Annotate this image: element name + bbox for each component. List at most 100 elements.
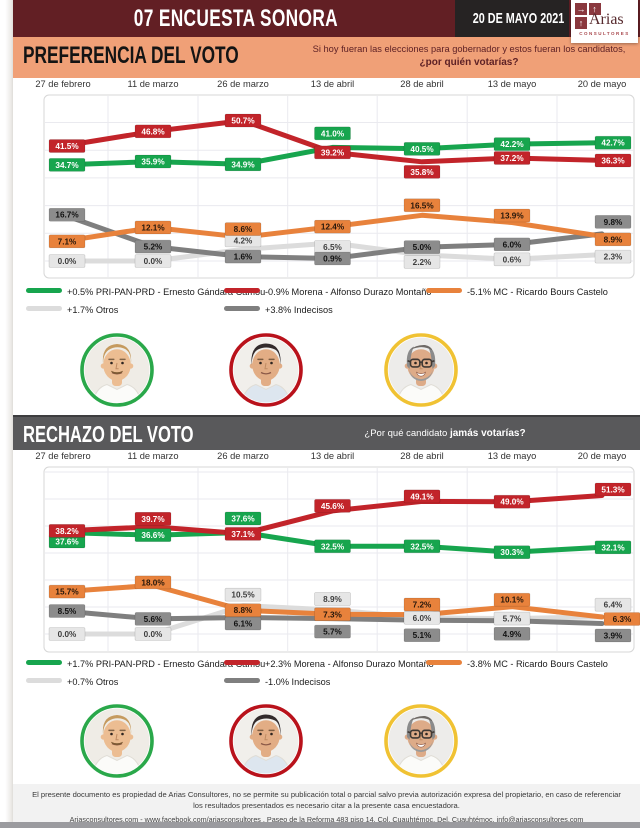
footer: El presente documento es propiedad de Ar… <box>13 784 640 824</box>
value-label-box-otros <box>48 627 86 641</box>
value-label-otros: 2.2% <box>413 258 432 267</box>
value-label-box-indecisos <box>48 207 86 222</box>
value-label-morena: 39.2% <box>321 148 345 157</box>
x-axis-label: 13 de abril <box>310 79 355 89</box>
legend-label-morena: +2.3% Morena - Alfonso Durazo Montaño <box>265 659 434 669</box>
preferencia-band: PREFERENCIA DEL VOTO Si hoy fueran las e… <box>13 37 640 78</box>
value-label-otros: 10.5% <box>231 591 255 600</box>
value-label-box-pri-pan-prd <box>403 142 441 156</box>
value-label-morena: 37.2% <box>500 154 524 163</box>
value-label-box-mc <box>314 219 351 234</box>
legend-item-pri-pan-prd: +1.7% PRI-PAN-PRD - Ernesto Gándara Camo… <box>26 659 265 669</box>
rechazo-question: ¿Por qué candidato jamás votarías? <box>295 428 595 439</box>
value-label-morena: 51.3% <box>601 485 625 494</box>
value-label-box-mc <box>493 592 531 607</box>
value-label-indecisos: 5.1% <box>413 631 432 640</box>
value-label-mc: 7.2% <box>413 601 432 610</box>
value-label-box-indecisos <box>224 616 262 631</box>
section-title-preferencia: PREFERENCIA DEL VOTO <box>23 42 239 69</box>
value-label-box-indecisos <box>403 628 441 643</box>
value-label-box-pri-pan-prd <box>594 135 632 150</box>
value-label-morena: 35.8% <box>410 168 434 177</box>
value-label-box-mc <box>48 584 86 599</box>
legend-swatch-indecisos <box>224 306 260 311</box>
legend-label-otros: +0.7% Otros <box>67 677 119 687</box>
legend-label-pri-pan-prd: +0.5% PRI-PAN-PRD - Ernesto Gándara Camo… <box>67 287 266 297</box>
value-label-box-otros <box>134 254 172 268</box>
logo-arrow-right-icon: → <box>575 3 587 15</box>
legend-item-morena: -0.9% Morena - Alfonso Durazo Montaño <box>224 287 431 297</box>
value-label-indecisos: 4.9% <box>503 630 522 639</box>
value-label-otros: 0.0% <box>58 257 77 266</box>
x-axis-label: 28 de abril <box>400 451 444 461</box>
legend-label-morena: -0.9% Morena - Alfonso Durazo Montaño <box>265 287 432 297</box>
legend-swatch-pri-pan-prd <box>26 288 62 293</box>
value-label-indecisos: 8.5% <box>58 607 77 616</box>
value-label-box-indecisos <box>48 604 86 618</box>
value-label-morena: 49.1% <box>410 492 434 501</box>
candidate-photo-bours <box>383 703 459 779</box>
legend-swatch-morena <box>224 288 260 293</box>
value-label-box-morena <box>48 524 86 538</box>
value-label-otros: 0.0% <box>144 630 163 639</box>
value-label-box-indecisos <box>493 626 531 641</box>
value-label-box-otros <box>594 249 632 264</box>
value-label-pri-pan-prd: 35.9% <box>141 158 165 167</box>
value-label-mc: 12.4% <box>321 223 345 232</box>
rechazo-band: RECHAZO DEL VOTO ¿Por qué candidato jamá… <box>13 415 640 450</box>
value-label-mc: 7.3% <box>323 610 342 619</box>
value-label-mc: 8.8% <box>234 606 253 615</box>
value-label-box-indecisos <box>493 237 531 252</box>
value-label-box-mc <box>134 575 172 590</box>
value-label-pri-pan-prd: 42.7% <box>601 139 625 148</box>
value-label-box-morena <box>493 494 531 509</box>
value-label-otros: 6.4% <box>604 601 623 610</box>
value-label-box-indecisos <box>594 628 632 643</box>
x-axis-label: 28 de abril <box>400 79 444 89</box>
x-axis-label: 13 de mayo <box>487 79 537 89</box>
legend-item-morena: +2.3% Morena - Alfonso Durazo Montaño <box>224 659 434 669</box>
value-label-box-mc <box>224 603 262 618</box>
value-label-indecisos: 5.6% <box>144 615 163 624</box>
legend-label-mc: -5.1% MC - Ricardo Bours Castelo <box>467 287 608 297</box>
value-label-otros: 0.0% <box>58 630 77 639</box>
date-badge: 20 DE MAYO 2021 <box>455 0 569 37</box>
value-label-morena: 45.6% <box>321 502 345 511</box>
value-label-box-morena <box>493 151 531 165</box>
value-label-box-mc <box>224 222 262 236</box>
value-label-pri-pan-prd: 34.7% <box>55 161 79 170</box>
x-axis-label: 27 de febrero <box>35 451 91 461</box>
value-label-box-mc <box>493 208 531 223</box>
value-label-box-pri-pan-prd <box>594 540 632 555</box>
value-label-morena: 38.2% <box>55 527 79 536</box>
value-label-otros: 0.0% <box>144 257 163 266</box>
value-label-indecisos: 5.2% <box>144 243 163 252</box>
x-axis-label: 13 de mayo <box>487 451 537 461</box>
legend-swatch-otros <box>26 306 62 311</box>
x-axis-label: 11 de marzo <box>127 451 179 461</box>
value-label-morena: 37.1% <box>231 530 255 539</box>
value-label-mc: 12.1% <box>141 223 165 232</box>
value-label-indecisos: 1.6% <box>234 253 253 262</box>
legend-swatch-otros <box>26 678 62 683</box>
value-label-pri-pan-prd: 32.1% <box>601 543 625 552</box>
value-label-morena: 46.8% <box>141 127 165 136</box>
value-label-otros: 0.6% <box>503 255 522 264</box>
value-label-box-otros <box>493 611 531 626</box>
x-axis-label: 26 de marzo <box>217 451 269 461</box>
value-label-box-mc <box>48 234 86 249</box>
value-label-box-morena <box>314 499 351 513</box>
legend-item-mc: -5.1% MC - Ricardo Bours Castelo <box>426 287 608 297</box>
value-label-box-morena <box>403 165 441 179</box>
value-label-box-indecisos <box>134 239 172 254</box>
value-label-box-pri-pan-prd <box>224 511 262 526</box>
logo-name: Arias <box>589 11 624 28</box>
value-label-morena: 36.3% <box>601 156 625 165</box>
value-label-box-morena <box>314 145 351 160</box>
value-label-box-pri-pan-prd <box>493 545 531 559</box>
value-label-box-otros <box>594 597 632 612</box>
value-label-box-morena <box>134 512 172 526</box>
value-label-box-otros <box>403 610 441 625</box>
page-bottom-edge <box>0 822 640 828</box>
value-label-otros: 8.9% <box>323 595 342 604</box>
